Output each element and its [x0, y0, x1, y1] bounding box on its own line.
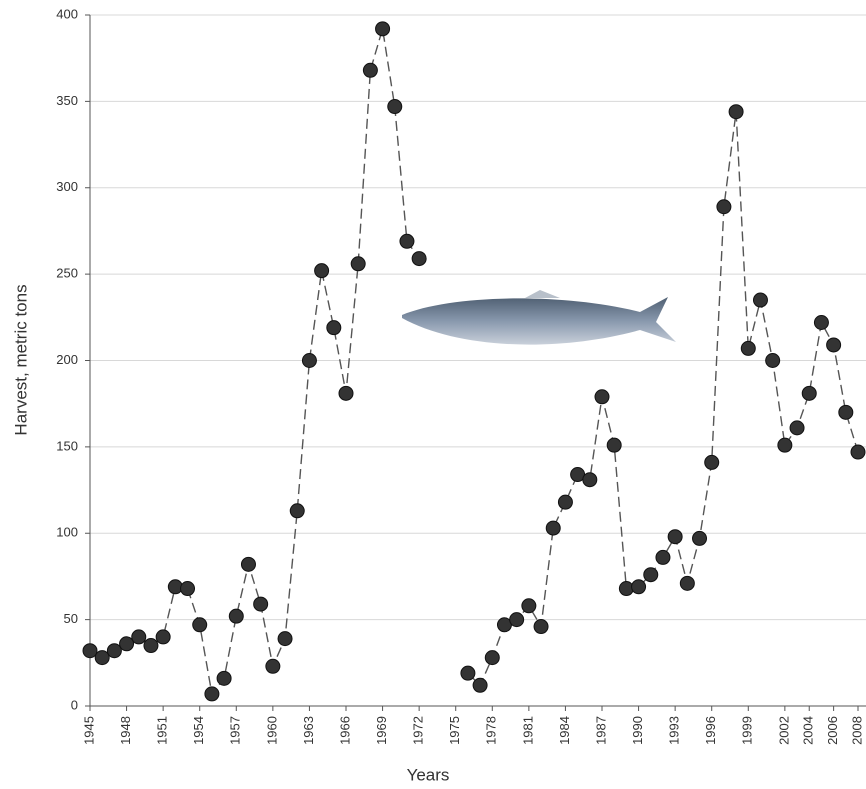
x-tick-label: 1993	[667, 716, 682, 745]
data-point	[716, 199, 732, 215]
data-point	[240, 556, 256, 572]
data-point	[265, 658, 281, 674]
data-point	[655, 549, 671, 565]
y-tick-label: 350	[56, 93, 78, 108]
data-point	[155, 629, 171, 645]
data-point	[289, 503, 305, 519]
x-tick-label: 1969	[374, 716, 389, 745]
y-tick-label: 200	[56, 352, 78, 367]
data-point	[326, 320, 342, 336]
x-tick-label: 1954	[191, 716, 206, 745]
data-point	[106, 643, 122, 659]
data-point	[679, 575, 695, 591]
x-tick-label: 1945	[81, 716, 96, 745]
x-tick-label: 1963	[301, 716, 316, 745]
data-point	[277, 631, 293, 647]
x-tick-label: 1981	[520, 716, 535, 745]
x-tick-label: 1978	[484, 716, 499, 745]
fish-image	[402, 290, 676, 345]
data-point	[643, 567, 659, 583]
data-point	[801, 385, 817, 401]
data-point	[509, 612, 525, 628]
data-point	[606, 437, 622, 453]
data-point	[472, 677, 488, 693]
data-point	[582, 472, 598, 488]
x-tick-label: 1996	[703, 716, 718, 745]
x-tick-label: 1987	[593, 716, 608, 745]
data-point	[119, 636, 135, 652]
x-tick-label: 2008	[849, 716, 864, 745]
data-point	[826, 337, 842, 353]
data-point	[692, 530, 708, 546]
data-point	[789, 420, 805, 436]
data-point	[399, 233, 415, 249]
data-point	[557, 494, 573, 510]
data-point	[521, 598, 537, 614]
data-point	[728, 104, 744, 120]
data-point	[484, 650, 500, 666]
x-tick-label: 1972	[411, 716, 426, 745]
x-tick-label: 2006	[825, 716, 840, 745]
x-tick-label: 1984	[557, 716, 572, 745]
data-point	[228, 608, 244, 624]
y-tick-label: 50	[64, 611, 78, 626]
data-point	[740, 340, 756, 356]
x-tick-label: 1957	[228, 716, 243, 745]
data-line	[89, 28, 859, 696]
data-point	[375, 21, 391, 37]
data-point	[765, 353, 781, 368]
x-tick-label: 1966	[337, 716, 352, 745]
y-tick-label: 300	[56, 179, 78, 194]
data-point	[838, 404, 854, 420]
data-point	[253, 596, 269, 612]
data-point	[777, 437, 793, 453]
y-tick-label: 400	[56, 6, 78, 21]
data-point	[387, 99, 403, 115]
x-tick-label: 1975	[447, 716, 462, 745]
x-tick-label: 1951	[155, 716, 170, 745]
data-point	[204, 686, 220, 702]
data-point	[594, 389, 610, 405]
y-tick-label: 100	[56, 525, 78, 540]
data-point	[131, 629, 147, 645]
data-point	[94, 650, 110, 666]
data-point	[850, 444, 866, 460]
data-point	[813, 314, 829, 330]
y-tick-label: 150	[56, 438, 78, 453]
data-point	[301, 353, 317, 368]
x-tick-label: 1990	[630, 716, 645, 745]
y-tick-label: 0	[71, 697, 78, 712]
data-point	[752, 292, 768, 308]
data-point	[362, 62, 378, 78]
x-tick-label: 2004	[801, 716, 816, 745]
data-point	[143, 638, 159, 654]
data-point	[631, 579, 647, 595]
y-axis-label: Harvest, metric tons	[11, 284, 30, 435]
data-point	[314, 263, 330, 279]
x-axis-label: Years	[407, 765, 450, 784]
x-tick-label: 2002	[776, 716, 791, 745]
data-point	[338, 385, 354, 401]
data-point	[667, 529, 683, 545]
data-point	[192, 617, 208, 633]
x-tick-label: 1948	[118, 716, 133, 745]
data-point	[411, 251, 427, 267]
data-point	[216, 670, 232, 686]
x-tick-label: 1960	[264, 716, 279, 745]
x-tick-label: 1999	[740, 716, 755, 745]
data-point	[82, 643, 98, 659]
data-point	[545, 520, 561, 536]
data-point	[460, 665, 476, 681]
data-point	[533, 619, 549, 635]
data-point	[350, 256, 366, 272]
y-tick-label: 250	[56, 266, 78, 281]
data-point	[180, 581, 196, 597]
data-point	[704, 454, 720, 470]
